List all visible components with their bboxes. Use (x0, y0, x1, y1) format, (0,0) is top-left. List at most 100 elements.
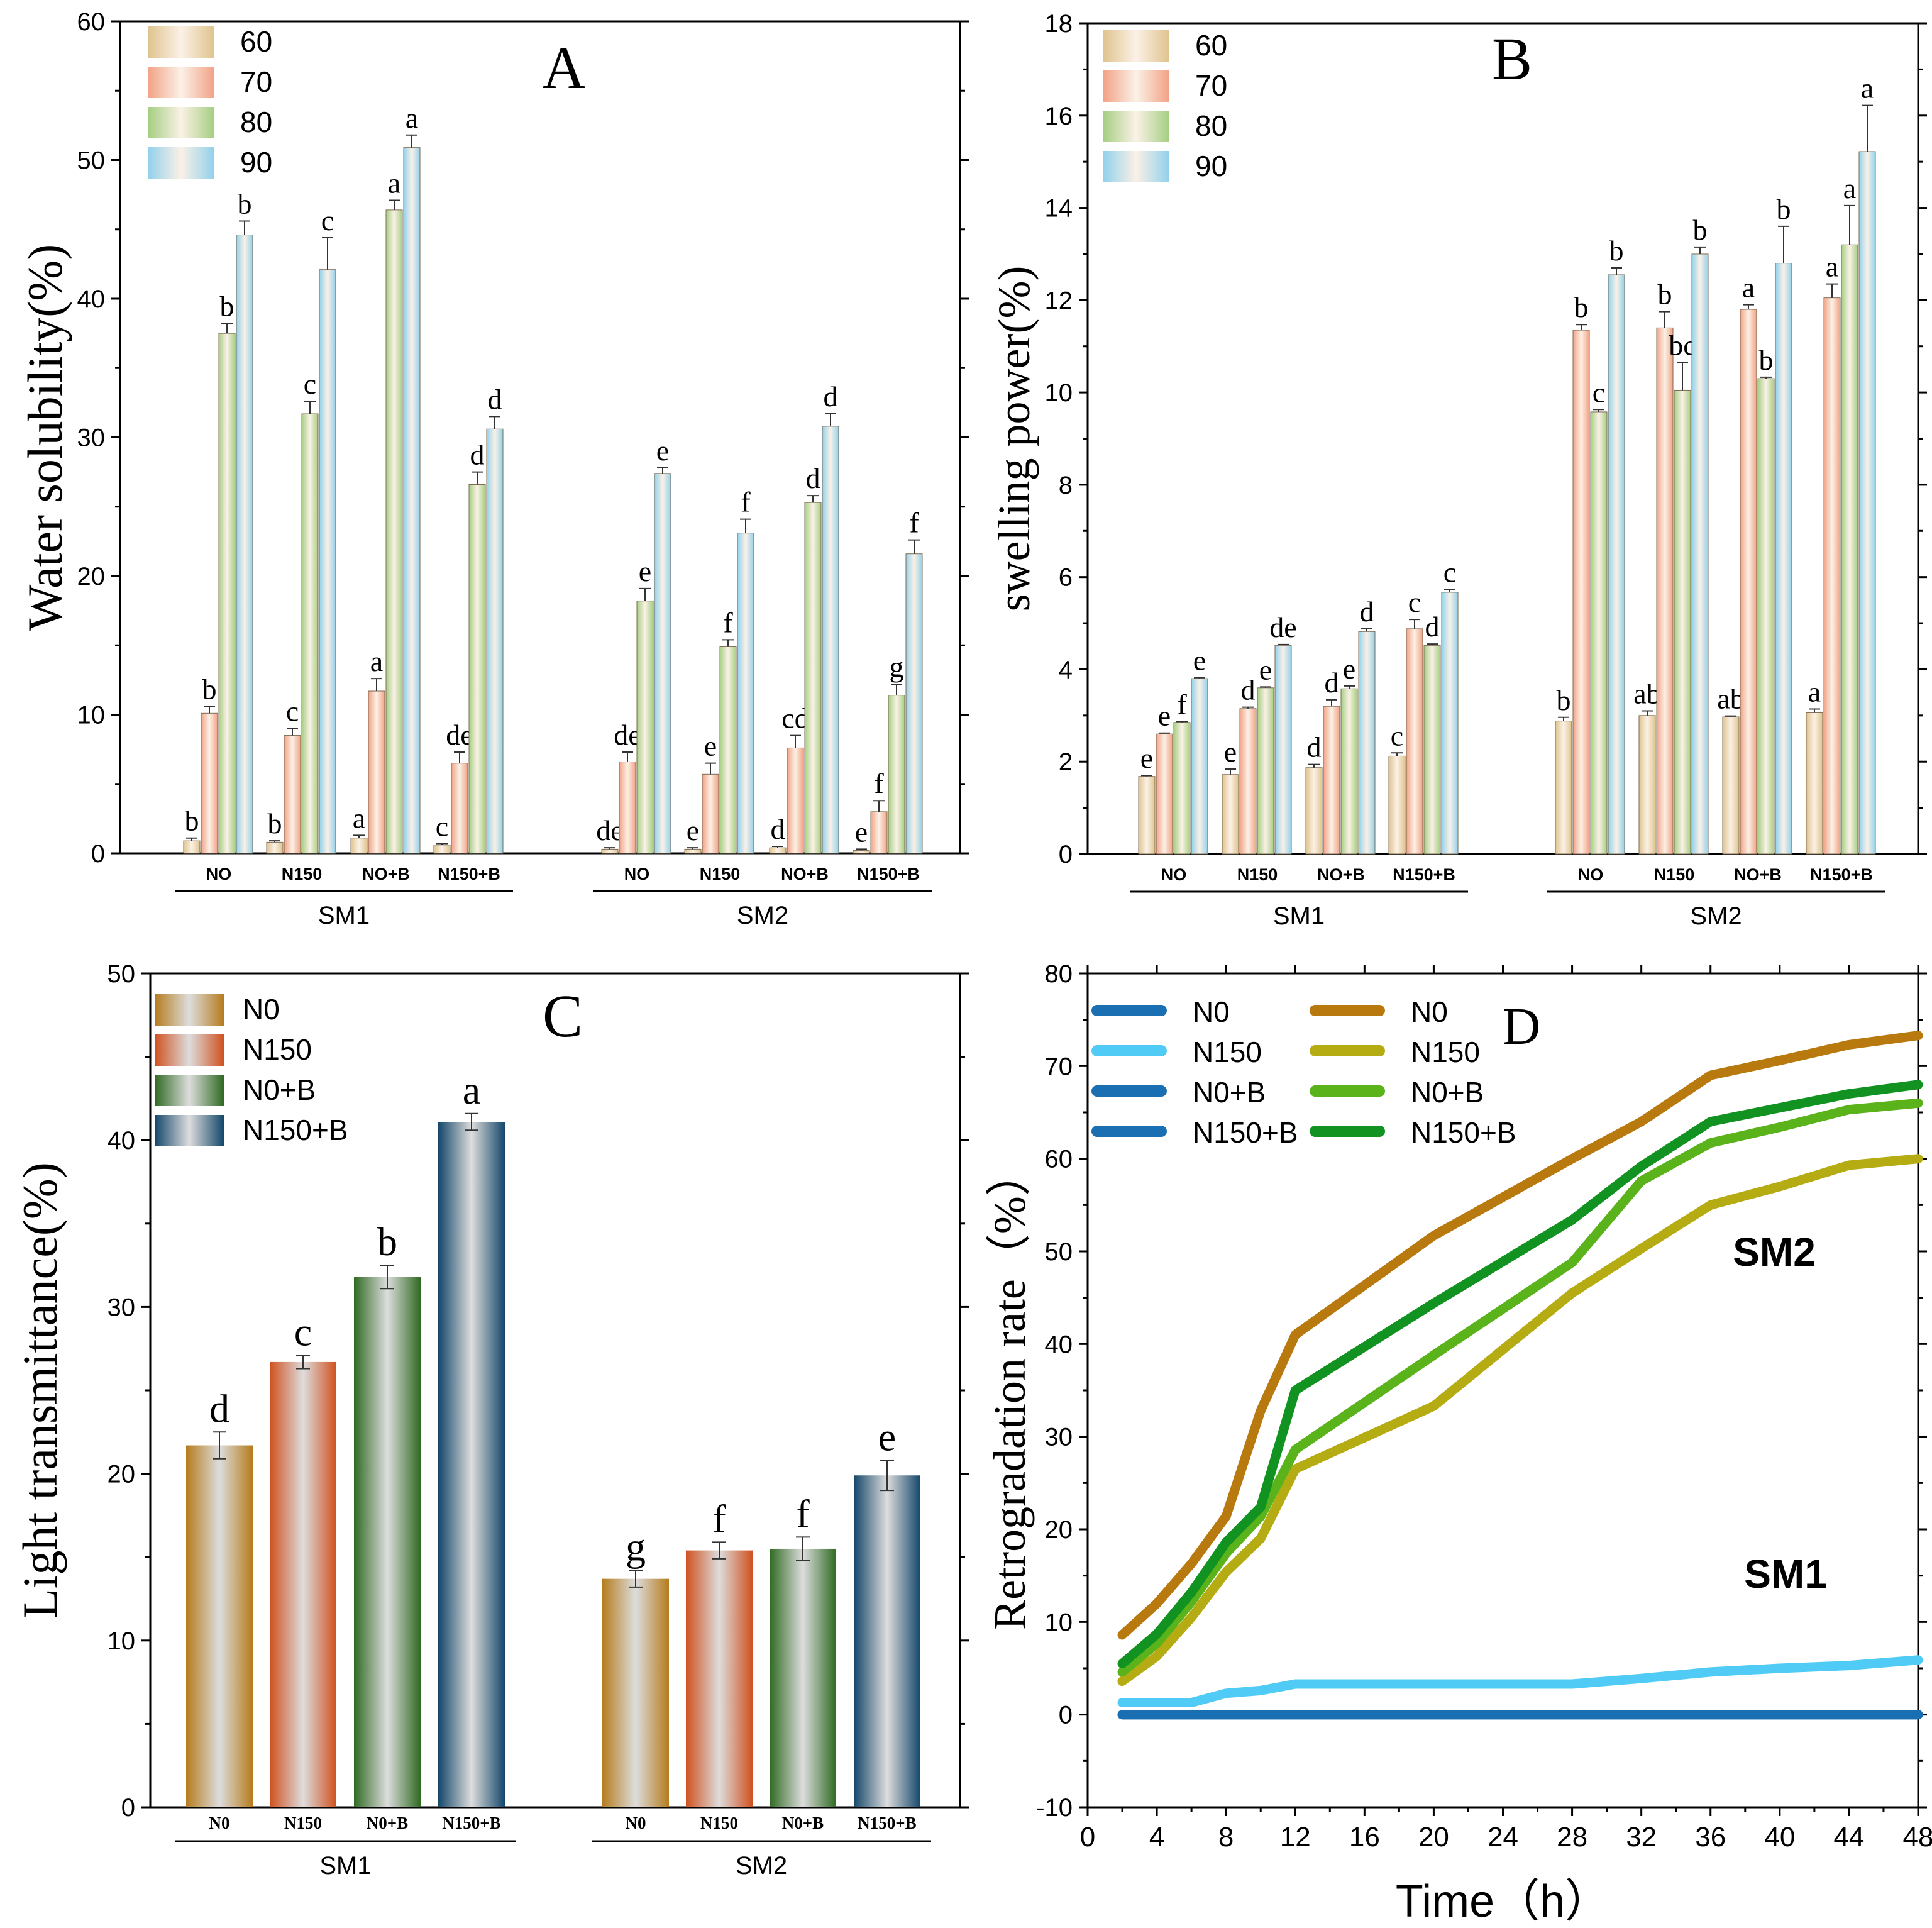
y-tick-label: 50 (1045, 1238, 1073, 1266)
y-axis-label: Retrogradation rate（%） (985, 1151, 1035, 1630)
bar (769, 847, 787, 854)
significance-letter: c (304, 368, 316, 400)
x-tick-label: 16 (1349, 1822, 1380, 1853)
y-tick-label: 2 (1059, 748, 1073, 776)
bar (636, 601, 654, 854)
bar (1323, 706, 1340, 855)
group-label: SM2 (737, 902, 788, 929)
bar (1555, 721, 1572, 855)
category-label: N150+B (857, 865, 920, 884)
category-label: N150+B (438, 865, 500, 884)
y-tick-label: 4 (1059, 656, 1073, 684)
legend-swatch (148, 26, 214, 58)
significance-letter: c (294, 1309, 312, 1354)
panel-title: A (542, 34, 585, 101)
legend-swatch (1103, 30, 1169, 62)
significance-letter: g (890, 651, 904, 683)
bar (870, 811, 888, 854)
significance-letter: d (209, 1386, 229, 1431)
significance-letter: c (1593, 376, 1605, 408)
bar (619, 761, 636, 854)
bar (853, 850, 870, 854)
bar (438, 1122, 505, 1807)
category-label: NO (206, 865, 232, 884)
y-tick-label: 60 (1045, 1146, 1073, 1173)
y-tick-label: 18 (1045, 10, 1073, 38)
y-tick-label: 6 (1059, 564, 1073, 592)
bar (1656, 327, 1674, 855)
category-label: N0+B (782, 1814, 824, 1832)
y-tick-label: 20 (108, 1461, 136, 1488)
y-tick-label: 10 (108, 1627, 136, 1655)
bar (1305, 767, 1323, 855)
bar (270, 1361, 336, 1807)
y-tick-label: 8 (1059, 472, 1073, 499)
bar (1274, 645, 1292, 855)
significance-letter: b (238, 188, 252, 220)
bar (350, 838, 368, 854)
y-tick-label: 0 (1059, 1702, 1073, 1729)
category-label: NO (624, 865, 650, 884)
significance-letter: c (286, 695, 299, 728)
significance-letter: f (741, 486, 751, 518)
group-label: SM1 (319, 1852, 371, 1880)
bar (1806, 712, 1823, 855)
bar (1590, 411, 1608, 855)
significance-letter: e (704, 730, 717, 762)
y-axis-label: Light transmittance(%) (13, 1162, 67, 1619)
category-label: NO+B (1734, 865, 1782, 884)
y-tick-label: 10 (1045, 1609, 1073, 1636)
significance-letter: b (220, 291, 235, 323)
bar (602, 1578, 669, 1807)
bar (888, 695, 905, 854)
y-tick-label: 10 (1045, 379, 1073, 407)
bar (368, 690, 385, 854)
y-tick-label: 80 (1045, 960, 1073, 988)
x-tick-label: 12 (1280, 1822, 1311, 1853)
significance-letter: c (321, 204, 334, 236)
bar (186, 1445, 253, 1807)
x-tick-label: 36 (1695, 1822, 1726, 1853)
bar (403, 147, 421, 854)
y-tick-label: 14 (1045, 195, 1073, 223)
category-label: N0+B (367, 1814, 408, 1832)
significance-letter: f (712, 1496, 726, 1541)
significance-letter: d (1425, 611, 1440, 643)
significance-letter: b (1759, 344, 1774, 376)
bar (236, 235, 253, 854)
series-line (1117, 1154, 1923, 1687)
significance-letter: b (377, 1219, 397, 1264)
legend-label: N0 (243, 993, 280, 1026)
category-label: N150+B (1810, 865, 1873, 884)
category-label: N0 (209, 1814, 230, 1832)
bar (1388, 755, 1406, 855)
significance-letter: a (463, 1068, 480, 1112)
significance-letter: a (1861, 72, 1874, 104)
group-label: SM1 (318, 902, 370, 929)
significance-letter: d (1241, 674, 1256, 706)
bar (319, 269, 336, 854)
category-label: NO (1161, 865, 1187, 884)
significance-letter: e (1140, 742, 1153, 774)
significance-letter: g (626, 1524, 646, 1569)
x-tick-label: 24 (1488, 1822, 1518, 1853)
bar (1608, 274, 1625, 855)
category-label: NO+B (1317, 865, 1365, 884)
y-tick-label: -10 (1036, 1794, 1073, 1822)
significance-letter: f (796, 1491, 810, 1536)
bar (654, 473, 671, 854)
panel-title: B (1492, 25, 1532, 92)
bar (486, 428, 504, 854)
category-label: NO+B (362, 865, 410, 884)
significance-letter: d (488, 383, 502, 415)
y-tick-label: 20 (1045, 1516, 1073, 1544)
significance-letter: d (824, 380, 838, 413)
series-line (1117, 1080, 1923, 1669)
legend-swatch (148, 147, 214, 179)
significance-letter: de (614, 719, 641, 751)
significance-letter: f (874, 767, 884, 799)
category-label: NO+B (781, 865, 829, 884)
legend-label: N150 (1193, 1036, 1262, 1068)
bar (1191, 678, 1208, 855)
